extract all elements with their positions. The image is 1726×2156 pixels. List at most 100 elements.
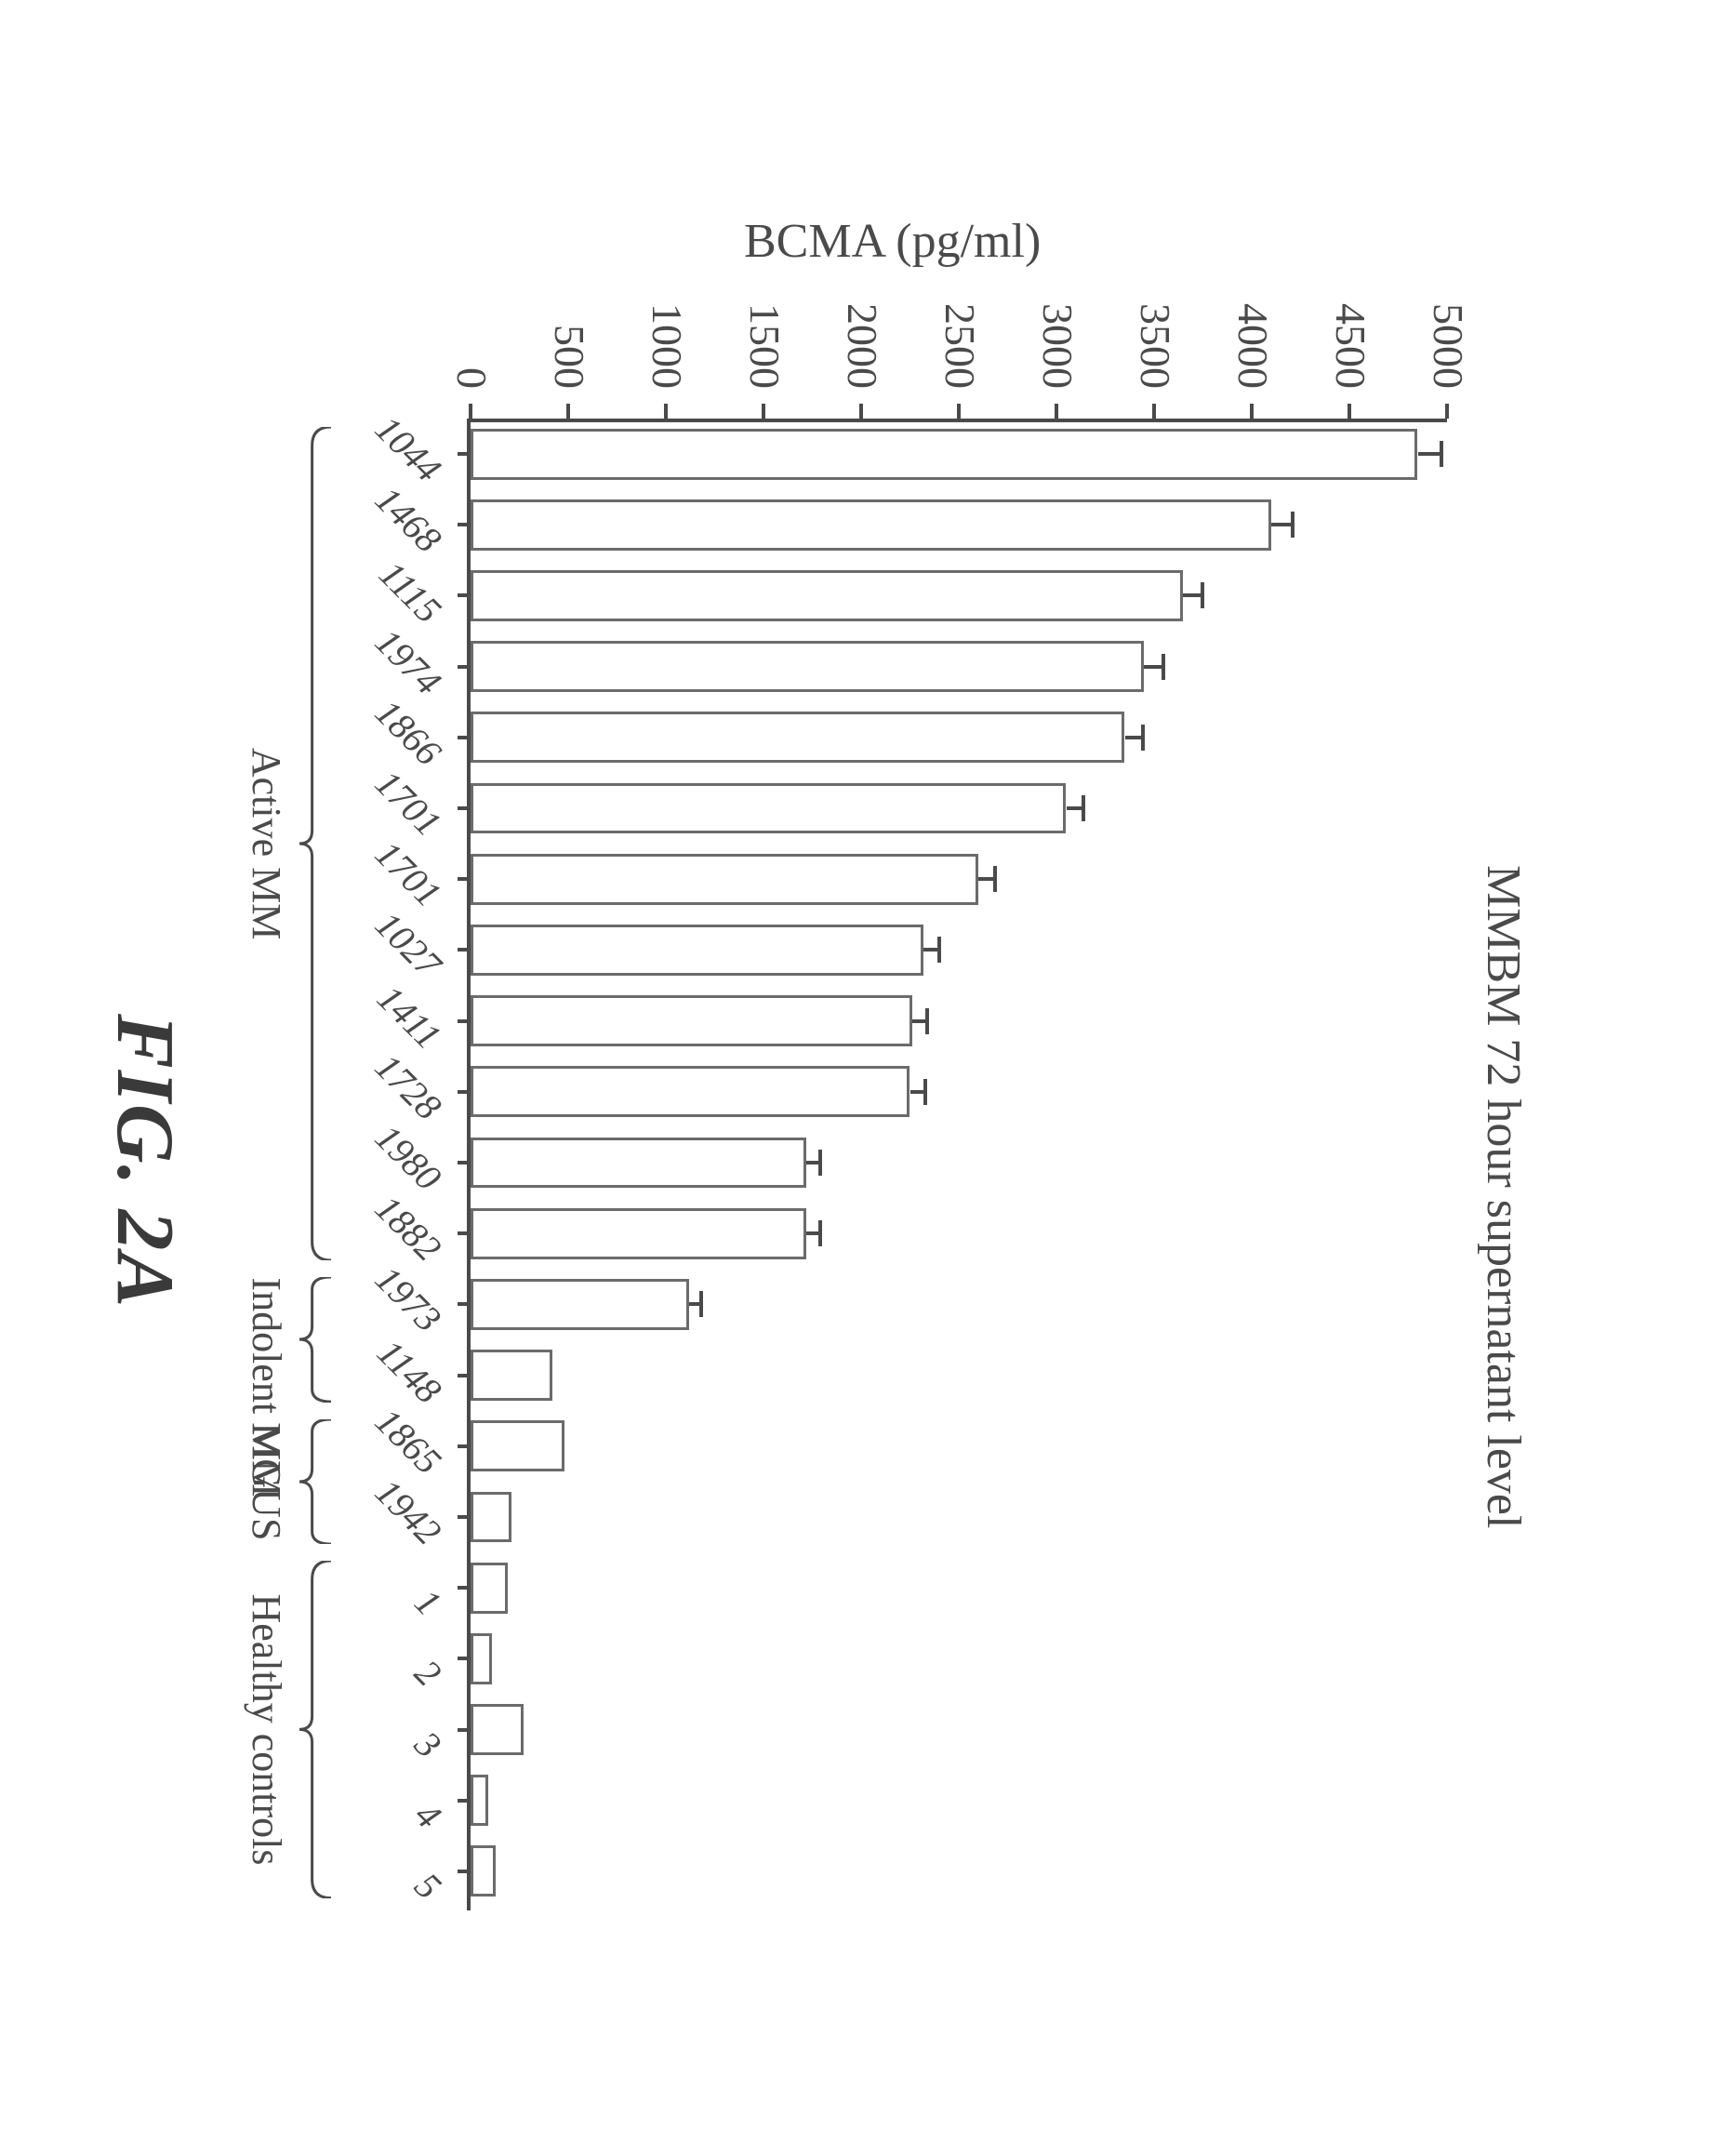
error-cap (1141, 725, 1145, 751)
x-tick-label: 1974 (362, 614, 450, 702)
x-tick-label: 3 (405, 1721, 450, 1766)
error-cap (925, 1008, 929, 1034)
group-label: MGUS (243, 1419, 290, 1544)
y-tick-label: 4000 (1228, 249, 1278, 389)
y-axis (471, 419, 1447, 422)
y-tick (469, 404, 472, 419)
bar (471, 925, 923, 976)
bar (471, 1066, 910, 1117)
error-bar (1184, 593, 1203, 597)
x-tick-label: 1027 (362, 898, 450, 986)
x-tick (458, 1657, 471, 1660)
x-tick-label: 1882 (362, 1181, 450, 1270)
x-tick (458, 1728, 471, 1732)
error-cap (923, 1079, 927, 1105)
x-tick (458, 1019, 471, 1023)
y-tick-label: 3500 (1131, 249, 1180, 389)
x-tick-label: 1411 (362, 968, 450, 1057)
bar (471, 1492, 511, 1543)
bar (471, 499, 1271, 551)
y-tick (859, 404, 863, 419)
y-tick (957, 404, 961, 419)
bar (471, 1208, 806, 1259)
bar (471, 641, 1145, 692)
error-cap (1202, 582, 1205, 608)
bar (471, 712, 1125, 763)
bar (471, 1775, 488, 1826)
chart-title: MMBM 72 hour supernatant level (1476, 865, 1531, 1528)
error-cap (1440, 441, 1443, 467)
bar (471, 1563, 508, 1614)
x-tick (458, 1231, 471, 1235)
y-tick-label: 5000 (1424, 249, 1473, 389)
x-tick-label: 1973 (362, 1252, 450, 1340)
error-cap (818, 1150, 822, 1176)
y-tick-label: 4500 (1326, 249, 1375, 389)
x-tick (458, 1515, 471, 1519)
error-cap (1291, 512, 1294, 538)
y-tick-label: 1000 (643, 249, 692, 389)
bar (471, 1845, 496, 1896)
x-tick (458, 1374, 471, 1377)
error-cap (699, 1291, 703, 1317)
bar (471, 854, 978, 905)
x-tick-label: 1468 (362, 472, 450, 561)
y-tick-label: 3000 (1033, 249, 1082, 389)
y-tick-label: 2500 (936, 249, 985, 389)
x-tick-label: 1115 (362, 543, 450, 632)
rotated-page: MMBM 72 hour supernatant level BCMA (pg/… (0, 0, 1726, 1726)
error-bar (1271, 523, 1293, 526)
y-tick (1055, 404, 1058, 419)
error-cap (937, 937, 941, 963)
error-bar (1145, 665, 1164, 669)
y-tick-label: 0 (447, 249, 497, 389)
x-tick (458, 948, 471, 952)
group-label: Active MM (243, 427, 290, 1260)
x-tick-label: 2 (405, 1650, 450, 1696)
error-cap (1082, 795, 1085, 821)
y-tick-label: 1500 (740, 249, 790, 389)
x-tick (458, 1586, 471, 1590)
bar (471, 1138, 806, 1189)
y-tick-label: 500 (545, 249, 594, 389)
x-tick (458, 593, 471, 597)
group-label: Indolent MM (243, 1277, 290, 1402)
y-tick (1348, 404, 1351, 419)
y-tick (762, 404, 765, 419)
y-tick-label: 2000 (838, 249, 887, 389)
x-tick-label: 1148 (362, 1323, 450, 1411)
x-tick-label: 1942 (362, 1465, 450, 1553)
x-tick-label: 4 (405, 1791, 450, 1837)
x-tick (458, 877, 471, 881)
group-label: Healthy controls (243, 1561, 290, 1898)
x-tick-label: 5 (405, 1862, 450, 1908)
error-cap (818, 1220, 822, 1246)
bar (471, 1420, 564, 1471)
x-tick (458, 665, 471, 669)
y-tick (1250, 404, 1254, 419)
y-tick (1445, 404, 1449, 419)
x-tick-label: 1 (405, 1579, 450, 1625)
x-tick-label: 1728 (362, 1040, 450, 1128)
x-tick (458, 1161, 471, 1165)
figure-label: FIG. 2A (98, 1014, 192, 1309)
error-bar (1418, 452, 1441, 456)
x-tick-label: 1980 (362, 1111, 450, 1199)
x-tick (458, 1444, 471, 1448)
bar (471, 995, 912, 1046)
x-tick-label: 1701 (362, 827, 450, 915)
bar (471, 570, 1184, 621)
y-tick (664, 404, 668, 419)
bar (471, 1633, 492, 1684)
x-tick-label: 1701 (362, 756, 450, 845)
error-bar (1125, 736, 1144, 739)
y-tick (566, 404, 570, 419)
x-tick-label: 1865 (362, 1394, 450, 1483)
x-tick (458, 1799, 471, 1803)
bar (471, 429, 1418, 480)
y-tick (1152, 404, 1156, 419)
x-tick-label: 1866 (362, 685, 450, 774)
bar (471, 783, 1067, 834)
bar (471, 1350, 552, 1401)
x-tick (458, 806, 471, 810)
